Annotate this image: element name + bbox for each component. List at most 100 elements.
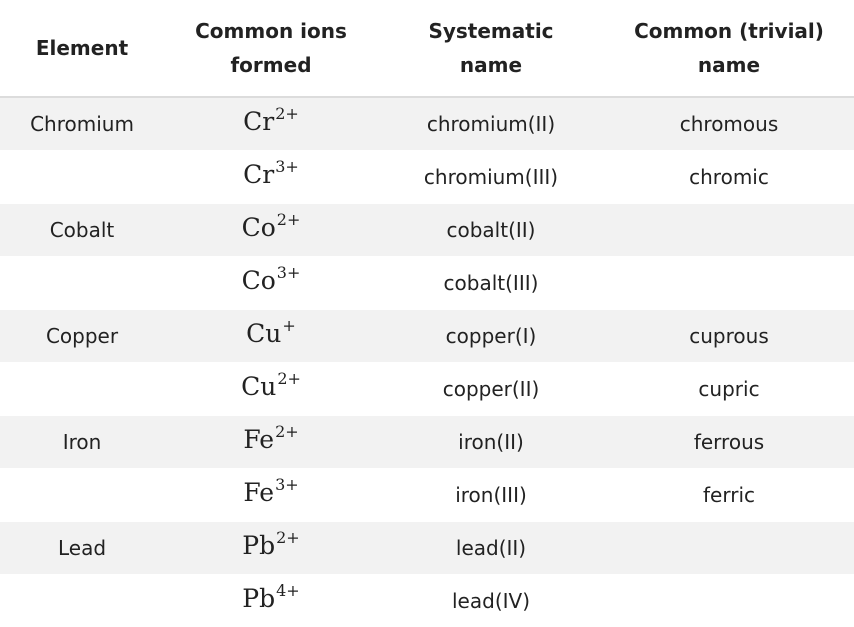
ion-charge: +: [282, 316, 295, 335]
systematic-name: copper(II): [443, 377, 540, 401]
ion-symbol: Cu: [246, 319, 281, 348]
header-systematic-line2: name: [384, 48, 598, 82]
ion-formula: Cu2+: [241, 372, 301, 401]
ion-charge: 2+: [276, 528, 300, 547]
ion-formula: Pb2+: [242, 531, 299, 560]
cell-ion: Cu2+: [164, 363, 378, 416]
cell-element: [0, 151, 164, 204]
table-row: Cr3+ chromium(III) chromic: [0, 151, 854, 204]
ion-symbol: Cr: [243, 160, 274, 189]
header-trivial-line1: Common (trivial): [610, 14, 848, 48]
ion-charge: 2+: [275, 104, 299, 123]
table-body: Chromium Cr2+ chromium(II) chromous Cr3+…: [0, 97, 854, 627]
cell-ion: Co2+: [164, 204, 378, 257]
cell-element: Cobalt: [0, 204, 164, 257]
ion-symbol: Cu: [241, 372, 276, 401]
cell-systematic: copper(I): [378, 310, 604, 363]
header-element: Element: [0, 0, 164, 97]
ion-formula: Co3+: [242, 266, 301, 295]
element-name: Copper: [46, 324, 118, 348]
systematic-name: copper(I): [446, 324, 537, 348]
ion-charge: 3+: [275, 157, 299, 176]
cell-trivial: [604, 204, 854, 257]
ion-symbol: Co: [242, 266, 276, 295]
ion-charge: 3+: [275, 475, 299, 494]
cell-trivial: ferrous: [604, 416, 854, 469]
table-row: Lead Pb2+ lead(II): [0, 522, 854, 575]
element-name: Cobalt: [50, 218, 115, 242]
ion-symbol: Fe: [243, 478, 274, 507]
cell-element: Lead: [0, 522, 164, 575]
cell-element: Chromium: [0, 97, 164, 151]
cell-trivial: [604, 575, 854, 627]
ion-charge: 3+: [277, 263, 301, 282]
ion-formula: Fe3+: [243, 478, 298, 507]
header-common-ions: Common ions formed: [164, 0, 378, 97]
cell-trivial: ferric: [604, 469, 854, 522]
table-row: Cobalt Co2+ cobalt(II): [0, 204, 854, 257]
cell-trivial: cupric: [604, 363, 854, 416]
ion-symbol: Co: [242, 213, 276, 242]
ion-symbol: Pb: [242, 531, 275, 560]
trivial-name: ferric: [703, 483, 755, 507]
cell-trivial: chromous: [604, 97, 854, 151]
ion-charge: 4+: [276, 581, 300, 600]
trivial-name: ferrous: [694, 430, 764, 454]
cell-systematic: iron(II): [378, 416, 604, 469]
table-row: Co3+ cobalt(III): [0, 257, 854, 310]
cell-trivial: chromic: [604, 151, 854, 204]
cell-element: [0, 575, 164, 627]
cell-trivial: [604, 257, 854, 310]
table-header: Element Common ions formed Systematic na…: [0, 0, 854, 97]
header-element-label: Element: [6, 31, 158, 65]
cell-element: [0, 363, 164, 416]
header-systematic-name: Systematic name: [378, 0, 604, 97]
cell-element: [0, 469, 164, 522]
ion-symbol: Fe: [243, 425, 274, 454]
cell-systematic: copper(II): [378, 363, 604, 416]
cell-element: Iron: [0, 416, 164, 469]
trivial-name: chromous: [680, 112, 779, 136]
systematic-name: cobalt(II): [447, 218, 536, 242]
systematic-name: iron(III): [455, 483, 527, 507]
systematic-name: lead(II): [456, 536, 526, 560]
element-name: Chromium: [30, 112, 134, 136]
ion-formula: Cr2+: [243, 107, 299, 136]
ion-charge: 2+: [275, 422, 299, 441]
trivial-name: chromic: [689, 165, 769, 189]
table-row: Copper Cu+ copper(I) cuprous: [0, 310, 854, 363]
cell-trivial: [604, 522, 854, 575]
table-row: Iron Fe2+ iron(II) ferrous: [0, 416, 854, 469]
ion-formula: Pb4+: [242, 584, 299, 613]
header-trivial-name: Common (trivial) name: [604, 0, 854, 97]
systematic-name: chromium(II): [427, 112, 555, 136]
header-common-ions-line1: Common ions: [170, 14, 372, 48]
cell-systematic: lead(II): [378, 522, 604, 575]
cell-trivial: cuprous: [604, 310, 854, 363]
cell-ion: Pb2+: [164, 522, 378, 575]
element-name: Iron: [63, 430, 102, 454]
cell-systematic: chromium(III): [378, 151, 604, 204]
cell-systematic: chromium(II): [378, 97, 604, 151]
systematic-name: chromium(III): [424, 165, 558, 189]
cell-ion: Fe3+: [164, 469, 378, 522]
table-row: Fe3+ iron(III) ferric: [0, 469, 854, 522]
trivial-name: cuprous: [689, 324, 768, 348]
cell-element: Copper: [0, 310, 164, 363]
header-row: Element Common ions formed Systematic na…: [0, 0, 854, 97]
table-row: Chromium Cr2+ chromium(II) chromous: [0, 97, 854, 151]
cell-ion: Pb4+: [164, 575, 378, 627]
ion-formula: Cu+: [246, 319, 296, 348]
table-row: Pb4+ lead(IV): [0, 575, 854, 627]
cell-ion: Cu+: [164, 310, 378, 363]
cell-ion: Fe2+: [164, 416, 378, 469]
trivial-name: cupric: [698, 377, 759, 401]
ion-formula: Fe2+: [243, 425, 298, 454]
cell-ion: Cr3+: [164, 151, 378, 204]
cell-systematic: cobalt(II): [378, 204, 604, 257]
systematic-name: iron(II): [458, 430, 524, 454]
element-name: Lead: [58, 536, 106, 560]
cell-ion: Co3+: [164, 257, 378, 310]
ion-symbol: Pb: [242, 584, 275, 613]
